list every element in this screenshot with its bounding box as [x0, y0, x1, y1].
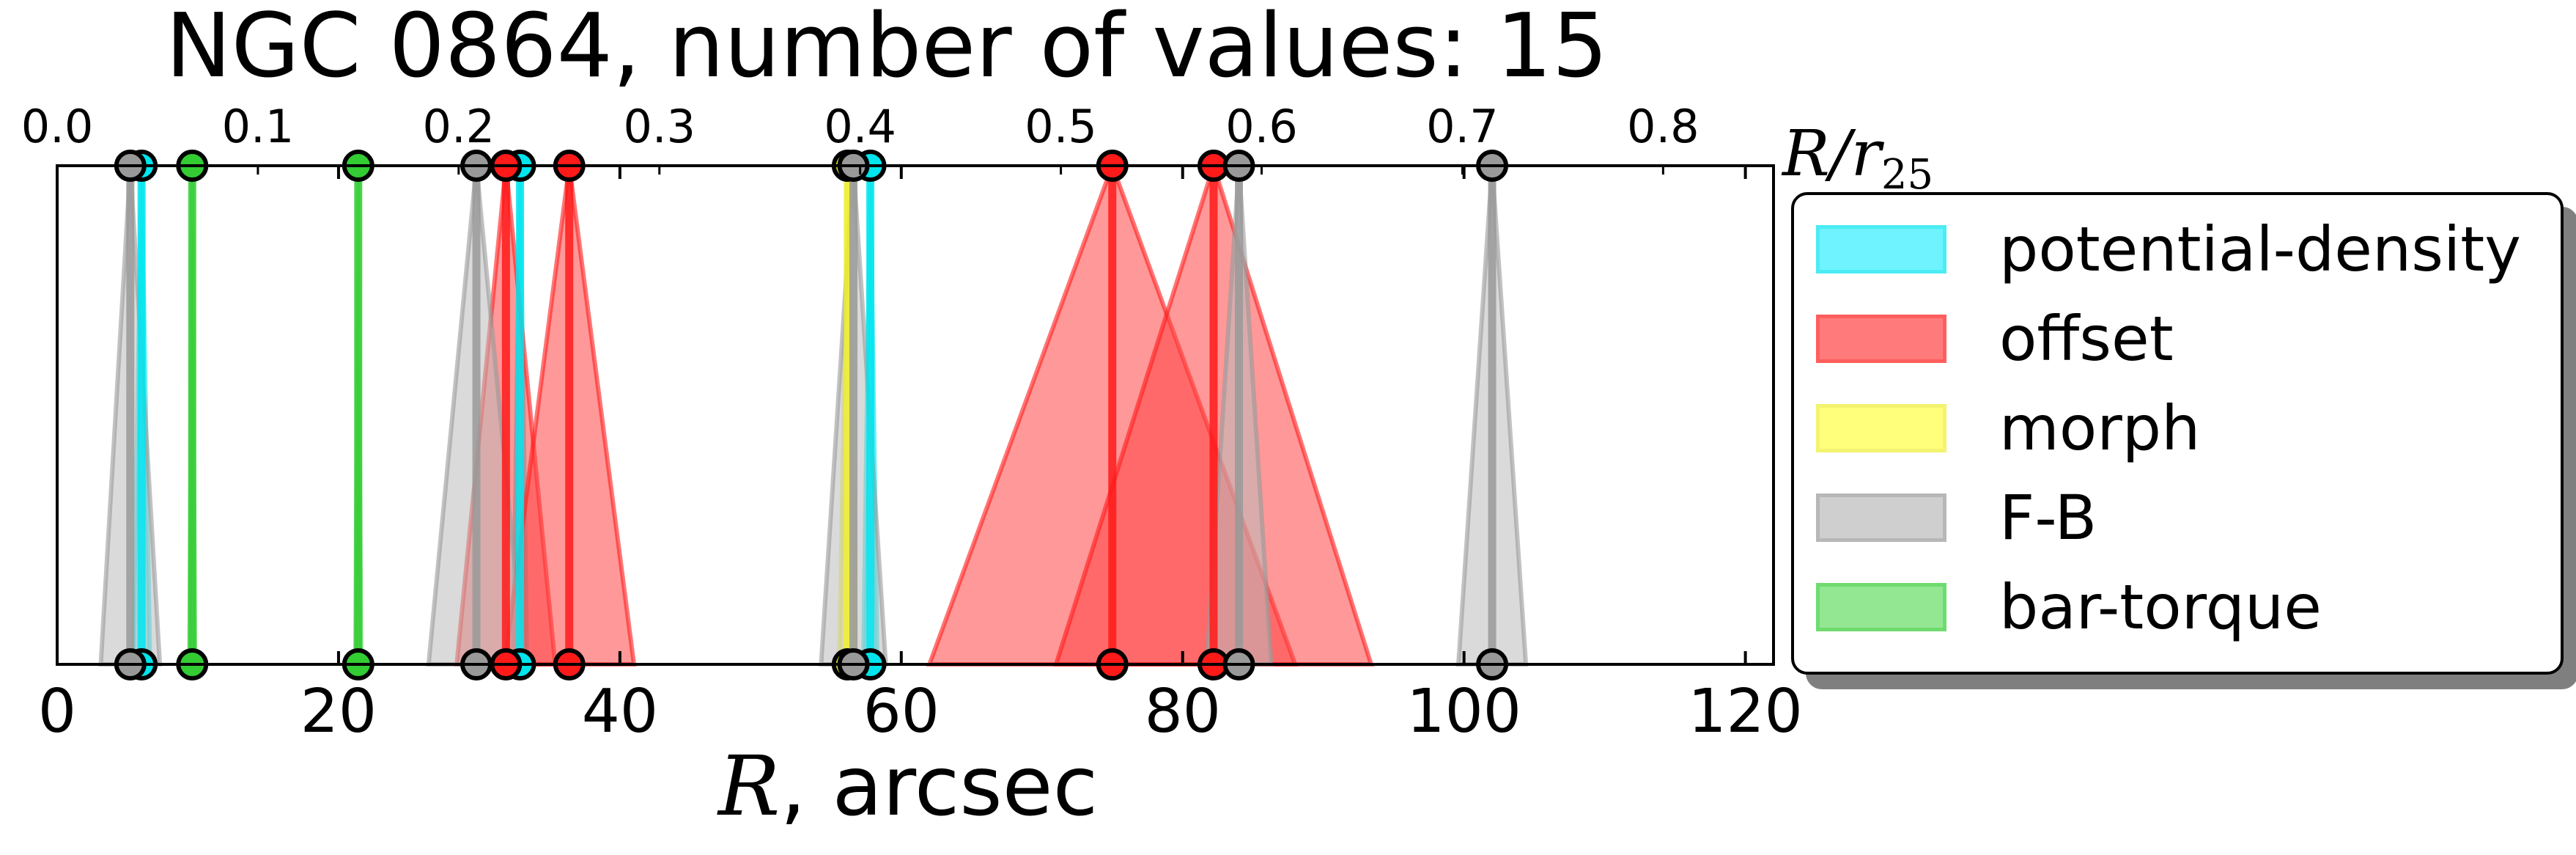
legend-swatch [1816, 315, 1946, 363]
x-tick-label-3: 60 [863, 677, 940, 746]
x-axis-label: R, arcsec [718, 739, 1098, 834]
x-tick-label-5: 100 [1406, 677, 1521, 746]
top-axis-label-sub: 25 [1881, 151, 1934, 199]
legend-item-potential-density: potential-density [1816, 213, 2521, 285]
top-tick-label-6: 0.6 [1225, 100, 1298, 153]
top-tick-label-5: 0.5 [1025, 100, 1097, 153]
x-axis-label-text: , arcsec [780, 739, 1099, 834]
top-tick-label-0: 0.0 [21, 100, 94, 153]
legend-label: bar-torque [1999, 571, 2322, 643]
legend-swatch [1816, 493, 1946, 542]
top-tick-label-8: 0.8 [1627, 100, 1700, 153]
top-tick-label-4: 0.4 [824, 100, 896, 153]
legend-label: offset [1999, 303, 2174, 375]
legend-label: potential-density [1999, 213, 2521, 285]
legend: potential-density offset morph F-B bar-torqu… [1791, 192, 2564, 675]
legend-label: F-B [1999, 482, 2097, 554]
chart-marks [98, 150, 1529, 680]
top-tick-label-2: 0.2 [423, 100, 495, 153]
legend-swatch [1816, 225, 1946, 274]
plot-frame [56, 164, 1775, 666]
top-tick-label-7: 0.7 [1426, 100, 1499, 153]
chart-axes: 0 20 40 60 80 100 120 0.0 0.1 0.2 0.3 0.4 0.5 0.6 0.7 0… [21, 100, 1803, 746]
x-tick-label-2: 40 [582, 677, 658, 746]
legend-item-morph: morph [1816, 392, 2200, 464]
chart-title: NGC 0864, number of values: 15 [165, 0, 1609, 98]
x-tick-label-6: 120 [1688, 677, 1803, 746]
x-tick-label-0: 0 [38, 677, 76, 746]
legend-item-F-B: F-B [1816, 482, 2097, 554]
top-tick-label-3: 0.3 [623, 100, 695, 153]
top-axis-label: R/r25 [1782, 117, 1933, 199]
x-tick-label-4: 80 [1145, 677, 1221, 746]
legend-label: morph [1999, 392, 2201, 464]
legend-swatch [1816, 583, 1946, 631]
x-axis-label-math: R [718, 739, 780, 834]
legend-item-bar-torque: bar-torque [1816, 571, 2322, 643]
x-tick-label-1: 20 [300, 677, 377, 746]
legend-swatch [1816, 404, 1946, 452]
top-axis-label-main: R/r [1782, 117, 1881, 191]
top-tick-label-1: 0.1 [222, 100, 295, 153]
legend-item-offset: offset [1816, 303, 2174, 375]
